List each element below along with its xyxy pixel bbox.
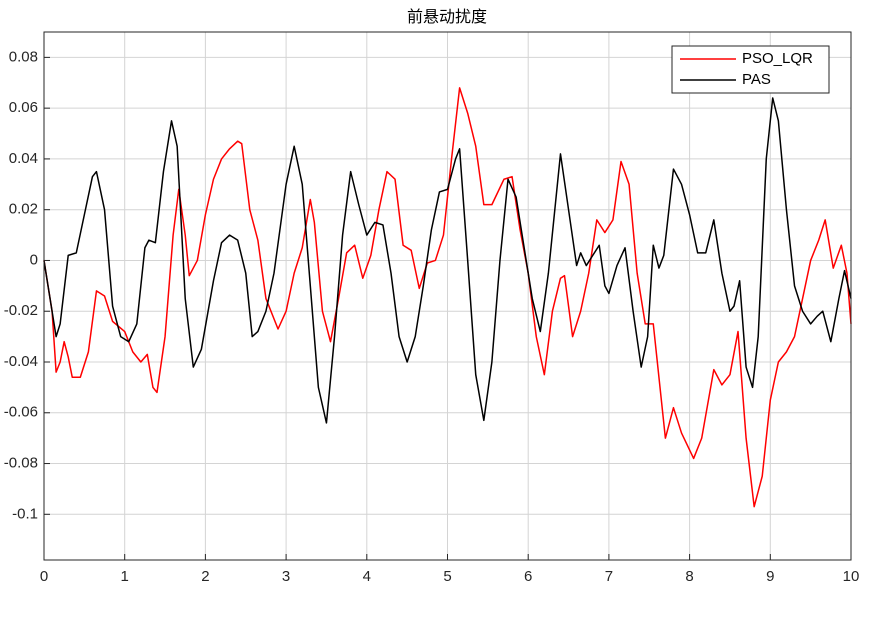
x-tick-label: 6 <box>524 568 532 585</box>
chart-title: 前悬动扰度 <box>407 8 487 26</box>
y-tick-label: -0.1 <box>12 505 38 522</box>
x-tick-label: 0 <box>40 568 48 585</box>
plot-frame <box>43 31 852 561</box>
data-line <box>43 97 852 424</box>
y-tick-label: 0.08 <box>9 48 38 65</box>
y-tick-label: 0.02 <box>9 201 38 218</box>
x-tick-label: 10 <box>843 568 860 585</box>
x-tick-label: 4 <box>363 568 371 585</box>
legend: PSO_LQR PAS <box>671 45 830 94</box>
x-tick-label: 9 <box>766 568 774 585</box>
legend-label: PAS <box>742 71 771 88</box>
x-tick-label: 2 <box>201 568 209 585</box>
x-tick-label: 1 <box>121 568 129 585</box>
x-tick-label: 3 <box>282 568 290 585</box>
y-tick-label: 0.06 <box>9 99 38 116</box>
y-tick-label: -0.04 <box>4 353 38 370</box>
y-tick-label: 0 <box>30 251 38 268</box>
x-tick-label: 8 <box>685 568 693 585</box>
legend-label: PSO_LQR <box>742 50 813 67</box>
y-tick-label: -0.06 <box>4 404 38 421</box>
y-tick-label: -0.02 <box>4 302 38 319</box>
legend-box <box>671 45 830 94</box>
y-tick-label: 0.04 <box>9 150 38 167</box>
x-tick-label: 7 <box>605 568 613 585</box>
y-tick-label: -0.08 <box>4 455 38 472</box>
x-tick-label: 5 <box>443 568 451 585</box>
